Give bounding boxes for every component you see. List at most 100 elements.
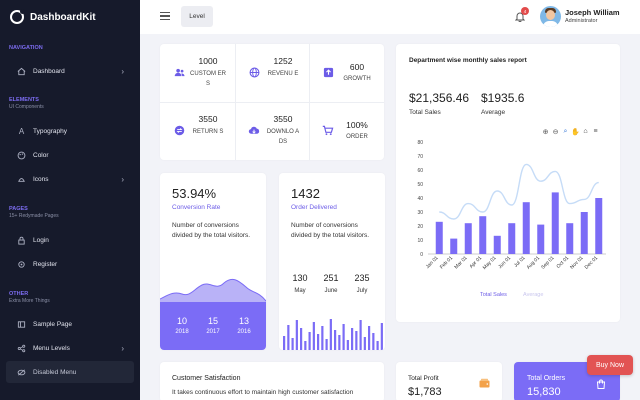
order-description: Number of conversions divided by the tot… [291,222,370,239]
bar [450,238,458,254]
sidebar-item-menu-levels[interactable]: Menu Levels › [6,337,134,359]
notification-badge: 4 [521,7,529,15]
wallet-icon [479,378,490,388]
sparkline-bar [342,324,345,350]
x-tick-label: Jan 01 [425,255,440,270]
levels-icon [17,344,26,353]
total-orders-title: Total Orders [527,375,566,382]
conversion-description: Number of conversions divided by the tot… [172,222,251,239]
bar [522,202,530,254]
y-tick-label: 80 [417,140,423,146]
reset-zoom-home-icon[interactable]: ⌂ [583,128,588,135]
x-tick-label: May 01 [482,255,498,271]
legend-average[interactable]: Average [523,292,544,298]
stat-value: 3550 [273,114,293,124]
conversion-yearly-panel [160,302,266,350]
sparkline-bar [338,335,341,350]
avatar[interactable] [540,6,561,27]
legend-total-sales[interactable]: Total Sales [480,292,507,298]
sparkline-bar [380,323,383,350]
stat-returns: 3550 RETURN S [160,102,234,160]
sparkline-bar [355,331,358,350]
x-tick-label: Nov 01 [569,255,585,271]
year-stat: 13 2016 [229,316,259,335]
total-profit-value: $1,783 [408,386,442,398]
zoom-select-icon[interactable]: ⌕ [563,128,568,135]
sparkline-bar [372,333,375,350]
sparkline-bar [300,328,303,350]
sidebar-item-dashboard[interactable]: Dashboard › [6,60,134,82]
sidebar-item-typography[interactable]: A Typography [6,120,134,142]
buy-now-button[interactable]: Buy Now [587,355,633,375]
chart-menu-icon[interactable]: ≡ [593,128,598,135]
total-sales-value: $21,356.46 [409,91,470,105]
customer-satisfaction-card: Customer Satisfaction It takes continuou… [160,362,384,400]
nav-section-subtitle: UI Components [9,104,44,110]
sparkline-bar [376,341,379,350]
sidebar-item-icons[interactable]: Icons › [6,168,134,190]
chevron-right-icon: › [121,343,124,353]
sidebar-item-login[interactable]: Login [6,229,134,251]
zoom-in-icon[interactable]: ⊕ [542,129,549,136]
palette-icon [17,151,26,160]
sidebar-item-sample-page[interactable]: Sample Page [6,313,134,335]
sidebar-item-disabled-menu[interactable]: Disabled Menu [6,361,134,383]
y-tick-label: 20 [417,224,423,230]
y-tick-label: 40 [417,196,423,202]
year-stat: 10 2018 [167,316,197,335]
sidebar-item-label: Login [33,236,49,244]
shopping-bag-icon [596,379,606,389]
sparkline-bar [334,330,337,350]
total-profit-title: Total Profit [408,375,439,382]
sparkline-bar [359,320,362,350]
stat-label: RETURN S [192,129,224,135]
lock-icon [17,236,26,245]
stat-customers: 1000 CUSTOM ERS [160,44,234,102]
year-stat-year: 2017 [206,329,220,335]
register-icon [17,260,26,269]
total-profit-card: Total Profit $1,783 [396,362,502,400]
disabled-icon [17,368,26,377]
x-tick-label: Jun 01 [497,255,512,270]
stat-label: ORDER [346,134,368,140]
sidebar-item-color[interactable]: Color [6,144,134,166]
order-bar-sparkline [283,319,383,350]
brand[interactable]: DashboardKit [0,0,140,34]
month-stat-value: 130 [292,273,308,283]
nav-section-title: NAVIGATION [9,45,43,51]
year-stat-value: 10 [176,316,187,326]
year-stat: 15 2017 [198,316,228,335]
stat-value: 3550 [198,114,218,124]
menu-toggle-icon[interactable] [160,12,170,22]
chevron-right-icon: › [121,174,124,184]
zoom-out-icon[interactable]: ⊖ [552,129,559,136]
pan-icon[interactable]: ✋ [571,129,580,136]
sparkline-bar [287,325,290,350]
top-header: Level 4 Joseph William Administrator [140,0,640,34]
conversion-rate-value: 53.94% [172,186,217,201]
month-stat: 235 July [347,273,377,294]
conversion-wave-chart [160,278,266,303]
level-button[interactable]: Level [181,6,213,27]
stat-value: 1252 [273,56,293,66]
chart-toolbar: ⊕ ⊖ ⌕ ✋ ⌂ ≡ [541,128,600,136]
sidebar-item-label: Disabled Menu [33,368,77,376]
brand-name: DashboardKit [30,11,96,23]
sidebar-item-label: Typography [33,127,67,135]
sparkline-bar [368,326,371,350]
users-icon [173,66,185,78]
sidebar-item-register[interactable]: Register [6,253,134,275]
sparkline-bar [346,340,349,350]
stat-revenue: 1252 REVENU E [235,44,309,102]
nav-section-title: PAGES [9,206,28,212]
sales-report-card: Department wise monthly sales report $21… [396,44,620,322]
year-stat-value: 15 [207,316,218,326]
year-stat-year: 2018 [175,329,189,335]
globe-icon [248,66,260,78]
nav-section-subtitle: Extra More Things [9,298,50,304]
year-stat-value: 13 [238,316,249,326]
cloud-download-icon [248,124,260,136]
user-name[interactable]: Joseph William [565,8,620,17]
sparkline-bar [304,341,307,350]
sparkline-bar [317,334,320,350]
